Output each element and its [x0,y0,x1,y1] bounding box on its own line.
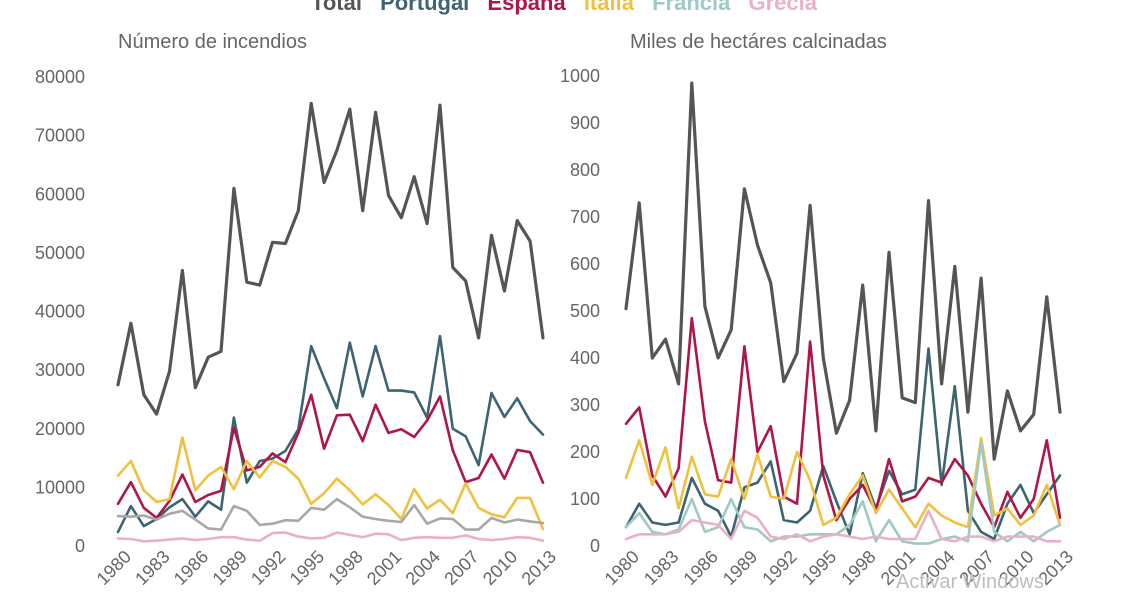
hectareas-y-tick-label: 0 [590,536,600,556]
hectareas-y-tick-label: 1000 [560,66,600,86]
hectareas-series-total [624,81,1062,461]
incendios-x-tick-label: 2001 [363,547,405,589]
hectareas-y-tick-label: 200 [570,442,600,462]
hectareas-x-tick-label: 1998 [837,547,879,589]
incendios-series-portugal [116,334,545,534]
incendios-series-francia [116,497,545,531]
incendios-y-tick-label: 80000 [35,67,85,87]
hectareas-series-francia [624,441,1062,545]
hectareas-y-tick-label: 600 [570,254,600,274]
incendios-x-tick-label: 1986 [170,547,212,589]
hectareas-y-tick-label: 700 [570,207,600,227]
chart-title-incendios: Número de incendios [118,31,307,53]
incendios-x-tick-label: 1983 [131,547,173,589]
incendios-x-tick-label: 2013 [518,547,560,589]
hectareas-x-tick-label: 1992 [758,547,800,589]
legend-italia[interactable]: Italia [583,0,634,15]
legend: Total Portugal España Italia Francia Gre… [0,0,1128,16]
chart-title-hectareas: Miles de hectáres calcinadas [630,31,887,53]
incendios-x-tick-label: 1980 [93,547,135,589]
hectareas-y-tick-label: 900 [570,113,600,133]
incendios-x-tick-label: 1998 [324,547,366,589]
incendios-y-tick-label: 60000 [35,184,85,204]
legend-francia[interactable]: Francia [652,0,731,15]
incendios-series-italia [116,436,545,531]
hectareas-y-tick-label: 500 [570,301,600,321]
incendios-y-tick-label: 10000 [35,477,85,497]
incendios-x-tick-label: 2010 [479,547,521,589]
incendios-y-tick-label: 20000 [35,419,85,439]
hectareas-x-tick-label: 1983 [640,547,682,589]
hectareas-series-italia [624,436,1062,529]
hectareas-x-tick-label: 1986 [679,547,721,589]
incendios-series-total [116,101,545,416]
legend-portugal[interactable]: Portugal [380,0,470,15]
incendios-x-tick-label: 1989 [208,547,250,589]
incendios-series-espaa [116,393,545,520]
incendios-series-grecia [116,531,545,543]
hectareas-x-tick-label: 1995 [798,547,840,589]
hectareas-series-grecia [624,509,1062,543]
hectareas-y-tick-label: 400 [570,348,600,368]
hectareas-y-tick-label: 300 [570,395,600,415]
hectareas-y-tick-label: 800 [570,160,600,180]
hectareas-series-portugal [624,347,1062,541]
hectareas-series-espaa [624,316,1062,529]
legend-total[interactable]: Total [311,0,362,15]
hectareas-x-tick-label: 1980 [601,547,643,589]
incendios-x-tick-label: 2004 [402,547,444,589]
incendios-x-tick-label: 1995 [286,547,328,589]
incendios-y-tick-label: 30000 [35,360,85,380]
legend-espana[interactable]: España [487,0,566,15]
incendios-x-tick-label: 2007 [440,547,482,589]
incendios-y-tick-label: 40000 [35,302,85,322]
incendios-y-tick-label: 70000 [35,126,85,146]
watermark-text: Activar Windows [896,571,1044,593]
hectareas-y-tick-label: 100 [570,489,600,509]
hectareas-x-tick-label: 1989 [719,547,761,589]
incendios-y-tick-label: 0 [75,536,85,556]
legend-grecia[interactable]: Grecia [748,0,817,15]
incendios-x-tick-label: 1992 [247,547,289,589]
incendios-y-tick-label: 50000 [35,243,85,263]
